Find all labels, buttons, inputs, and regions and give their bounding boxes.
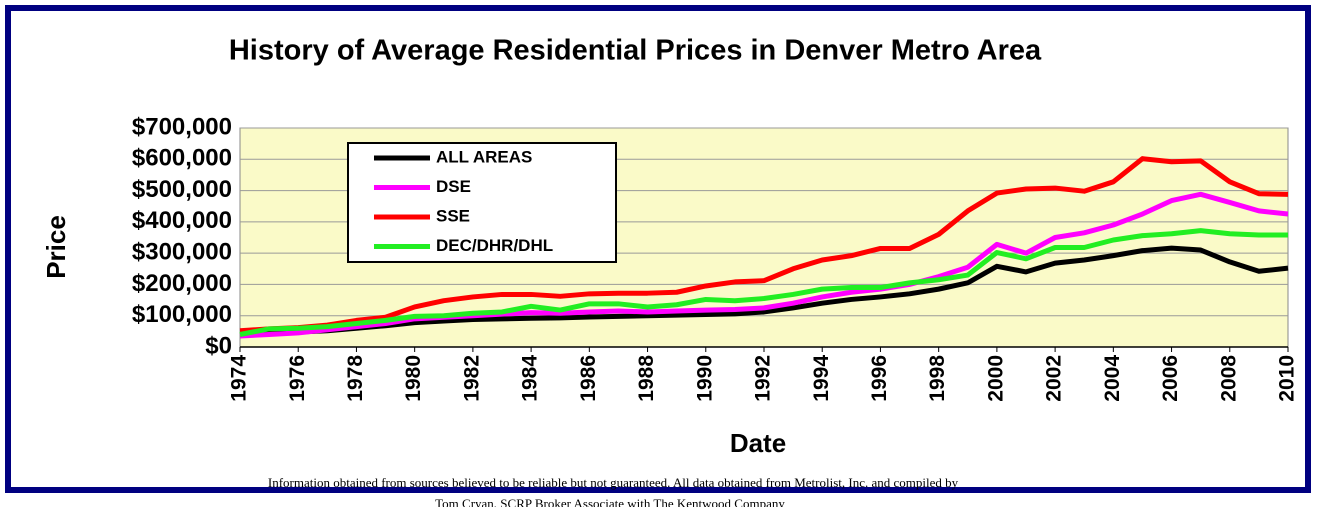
x-tick-label: 1976	[286, 355, 309, 402]
x-axis-label: Date	[730, 428, 786, 458]
x-tick-label: 1978	[344, 355, 367, 402]
line-series	[239, 245, 1289, 337]
x-tick-label: 2008	[1217, 355, 1240, 402]
footnote: Tom Cryan, SCRP Broker Associate with Th…	[435, 496, 785, 507]
y-tick-label: $100,000	[132, 301, 232, 328]
x-tick-label: 1996	[868, 355, 891, 402]
line-series	[239, 228, 1288, 337]
x-tick-label: 1994	[810, 355, 833, 402]
y-tick-label: $400,000	[132, 207, 232, 234]
legend-box	[347, 142, 617, 263]
footnote: Information obtained from sources believ…	[268, 475, 959, 490]
x-tick-label: 1982	[460, 355, 483, 402]
legend-label: SSE	[436, 206, 470, 225]
x-tick-label: 1980	[402, 355, 425, 402]
x-tick-label: 1974	[228, 355, 251, 402]
chart-title: History of Average Residential Prices in…	[229, 35, 1042, 67]
legend-label: DEC/DHR/DHL	[436, 236, 553, 255]
line-series	[239, 156, 1289, 334]
y-tick-label: $500,000	[132, 176, 232, 203]
legend-label: ALL AREAS	[436, 147, 532, 166]
legend-label: DSE	[436, 177, 471, 196]
y-tick-label: $300,000	[132, 238, 232, 265]
x-tick-label: 2010	[1276, 355, 1299, 402]
x-tick-label: 1992	[752, 355, 775, 402]
x-tick-label: 2002	[1043, 355, 1066, 402]
y-tick-label: $600,000	[132, 145, 232, 172]
x-tick-label: 2000	[984, 355, 1007, 402]
x-tick-label: 1998	[926, 355, 949, 402]
y-tick-label: $700,000	[132, 113, 232, 140]
x-tick-label: 1984	[519, 355, 542, 402]
x-tick-label: 1986	[577, 355, 600, 402]
y-tick-label: $200,000	[132, 270, 232, 297]
x-tick-label: 1990	[693, 355, 716, 402]
y-axis-label: Price	[41, 215, 71, 279]
x-tick-label: 2004	[1101, 355, 1124, 402]
x-tick-label: 1988	[635, 355, 658, 402]
y-tick-label: $0	[205, 332, 232, 359]
x-tick-label: 2006	[1159, 355, 1182, 402]
